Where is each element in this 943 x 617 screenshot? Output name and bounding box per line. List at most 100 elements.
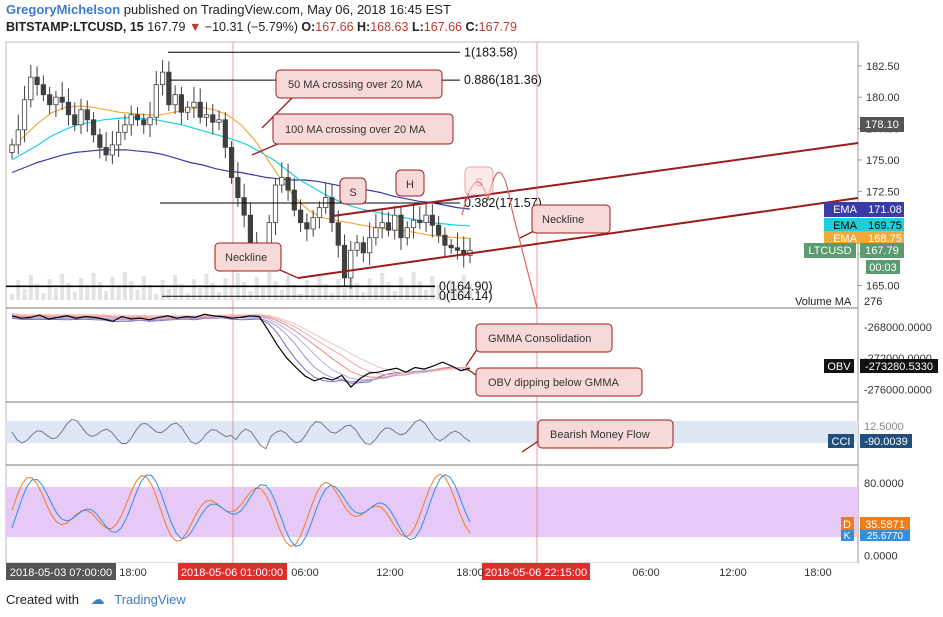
candle-body: [134, 114, 141, 121]
volume-bar: [468, 284, 472, 300]
marker-head-text: H: [406, 179, 414, 191]
candle-body: [53, 96, 59, 106]
svg-text:EMA: EMA: [833, 233, 858, 245]
candle-body: [47, 94, 53, 106]
volume-bar: [355, 283, 360, 300]
candle-body: [272, 184, 279, 224]
volume-bar: [254, 277, 259, 300]
volume-bar: [430, 276, 435, 300]
time-start-badge: [6, 563, 116, 580]
candle-body: [84, 109, 90, 121]
candle-body: [216, 119, 222, 123]
candle-body: [448, 244, 454, 249]
candle-body: [417, 219, 423, 224]
svg-text:K: K: [844, 531, 851, 542]
svg-text:25.6770: 25.6770: [867, 531, 904, 542]
callout-100ma-text: 100 MA crossing over 20 MA: [285, 124, 426, 136]
time-cursor-a-text: 2018-05-06 01:00:00: [181, 567, 283, 579]
marker-right-shoulder: S: [464, 166, 494, 196]
candle-body: [360, 242, 366, 254]
tradingview-logo-icon: ☁: [90, 591, 105, 607]
time-cursor-b-text: 2018-05-06 22:15:00: [485, 567, 587, 579]
volume-bar: [424, 290, 429, 300]
callout-gmma-text: GMMA Consolidation: [488, 333, 591, 345]
svg-text:OBV: OBV: [827, 361, 851, 373]
candle-body: [398, 214, 404, 239]
candle-body: [392, 214, 398, 231]
fib-level-label: 0(164.14): [439, 289, 493, 303]
last-value: 167.79: [147, 20, 186, 34]
gmma-line: [11, 316, 471, 383]
svg-text:00:03: 00:03: [869, 262, 897, 274]
candle-body: [385, 222, 392, 231]
volume-bar: [461, 275, 466, 300]
callout-50ma: 50 MA crossing over 20 MA: [261, 69, 443, 129]
candle-body: [404, 227, 410, 239]
price-tick-label: 180.00: [866, 92, 900, 104]
candle-body: [15, 129, 21, 146]
cci-line: [11, 418, 471, 450]
time-tick-label: 12:00: [719, 567, 747, 579]
stoch-line: [11, 473, 471, 547]
callout-obv-text: OBV dipping below GMMA: [488, 377, 619, 389]
author-name[interactable]: GregoryMichelson: [6, 2, 121, 17]
volume-bar: [160, 280, 165, 300]
ema-label-1: EMA 171.08: [824, 202, 904, 217]
open-value: 167.66: [315, 20, 354, 34]
callout-100ma: 100 MA crossing over 20 MA: [251, 113, 454, 156]
candle-body: [367, 237, 373, 254]
volume-bar: [286, 276, 291, 300]
cci-band: [6, 421, 858, 443]
candle-body: [410, 219, 417, 229]
volume-bar: [116, 286, 121, 300]
candle-body: [141, 119, 147, 126]
volume-bar: [66, 283, 71, 300]
volume-bar: [323, 284, 328, 300]
svg-text:168.75: 168.75: [868, 233, 902, 245]
fib-level-label: 0.382(171.57): [464, 196, 542, 210]
candle-body: [122, 124, 128, 133]
callout-50ma-text: 50 MA crossing over 20 MA: [288, 79, 423, 91]
publish-line: GregoryMichelson published on TradingVie…: [6, 2, 451, 17]
svg-text:-273280.5330: -273280.5330: [865, 361, 933, 373]
volume-bar: [35, 284, 40, 300]
time-cursor-b-badge: [482, 563, 590, 580]
volume-bar: [311, 289, 316, 300]
channel-upper-line: [332, 142, 859, 217]
candle-body: [423, 214, 429, 224]
channel-lower-line: [297, 197, 859, 279]
candle-body: [34, 76, 40, 86]
candle-body: [291, 189, 297, 211]
ema-label-3: EMA 168.75: [824, 231, 904, 245]
time-tick-label: 06:00: [632, 567, 660, 579]
volume-bar: [304, 280, 309, 300]
candle-body: [21, 99, 28, 131]
fib-level-label: 0.886(181.36): [464, 73, 542, 87]
fib-level-label: 1(183.58): [464, 45, 518, 59]
cci-label: CCI -90.0039: [828, 434, 912, 448]
tradingview-link[interactable]: TradingView: [114, 592, 186, 607]
stoch-tick-label: 0.0000: [864, 551, 898, 563]
candle-body: [72, 114, 78, 126]
volume-ma-value: 276: [864, 296, 882, 308]
candle-body: [298, 209, 304, 224]
time-tick-label: 18:00: [119, 567, 147, 579]
volume-bar: [386, 282, 391, 300]
last-price-label: LTCUSD 167.79: [804, 243, 904, 258]
stoch-band: [6, 487, 858, 537]
volume-bar: [135, 290, 140, 300]
volume-bar: [449, 280, 454, 300]
candle-body: [429, 214, 435, 226]
volume-bar: [417, 281, 422, 300]
volume-bar: [248, 291, 253, 300]
candle-body: [40, 84, 46, 96]
volume-bar: [41, 293, 46, 300]
symbol-line: BITSTAMP:LTCUSD, 15 167.79 ▼ −10.31 (−5.…: [6, 20, 517, 34]
low-label: L:: [411, 20, 424, 34]
obv-label: OBV -273280.5330: [824, 359, 938, 373]
svg-text:CCI: CCI: [832, 436, 851, 448]
candle-body: [222, 119, 228, 148]
time-tick-label: 12:00: [376, 567, 404, 579]
candle-body: [210, 114, 216, 123]
